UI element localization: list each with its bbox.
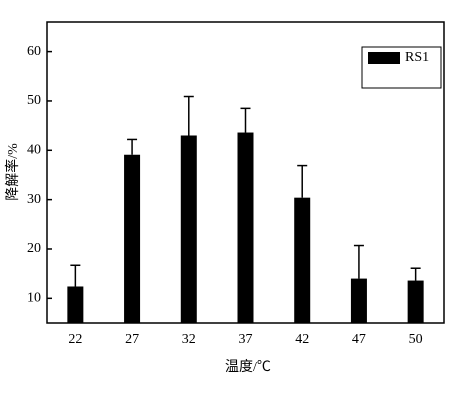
bar <box>407 280 424 323</box>
error-bar <box>183 95 194 136</box>
bar <box>350 278 367 323</box>
y-tick-label: 10 <box>27 291 41 306</box>
bar <box>237 132 254 323</box>
y-tick-label: 60 <box>27 44 41 59</box>
bar <box>180 135 197 323</box>
x-tick-label: 37 <box>239 332 253 347</box>
y-tick-label: 20 <box>27 241 41 256</box>
legend-label: RS1 <box>405 50 429 65</box>
bar <box>124 154 141 323</box>
legend-box <box>361 46 442 89</box>
bar <box>67 286 84 323</box>
error-bar <box>410 267 421 281</box>
error-bar <box>240 107 251 133</box>
x-tick-label: 42 <box>295 332 309 347</box>
y-axis-label: 降解率/% <box>4 143 21 201</box>
error-bar <box>70 264 81 287</box>
legend-swatch <box>368 52 400 64</box>
x-axis-label: 温度/℃ <box>225 359 271 375</box>
bar <box>294 197 311 323</box>
y-tick-label: 30 <box>27 192 41 207</box>
y-tick-label: 40 <box>27 143 41 158</box>
legend: RS1 <box>361 46 442 89</box>
y-tick-label: 50 <box>27 93 41 108</box>
x-tick-label: 22 <box>68 332 82 347</box>
x-tick-label: 47 <box>352 332 366 347</box>
error-bar <box>297 164 308 198</box>
x-tick-label: 27 <box>125 332 139 347</box>
x-tick-label: 32 <box>182 332 196 347</box>
x-tick-label: 50 <box>409 332 423 347</box>
error-bar <box>127 138 138 155</box>
error-bar <box>353 244 364 279</box>
